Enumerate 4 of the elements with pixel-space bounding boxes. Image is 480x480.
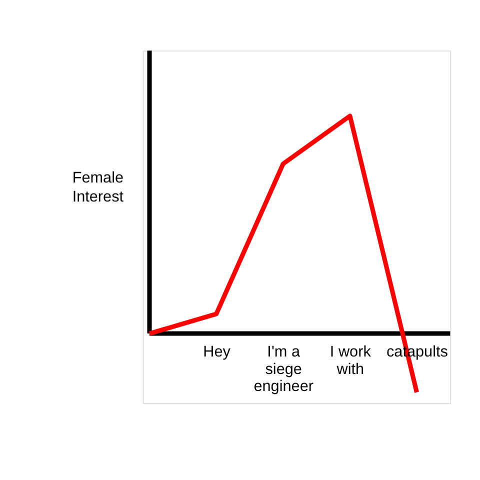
- x-tick-label: I work with: [330, 344, 372, 378]
- x-tick-label: I'm a siege engineer: [254, 344, 314, 395]
- x-tick-label: Hey: [203, 344, 231, 361]
- y-axis-title: Female Interest: [72, 169, 124, 206]
